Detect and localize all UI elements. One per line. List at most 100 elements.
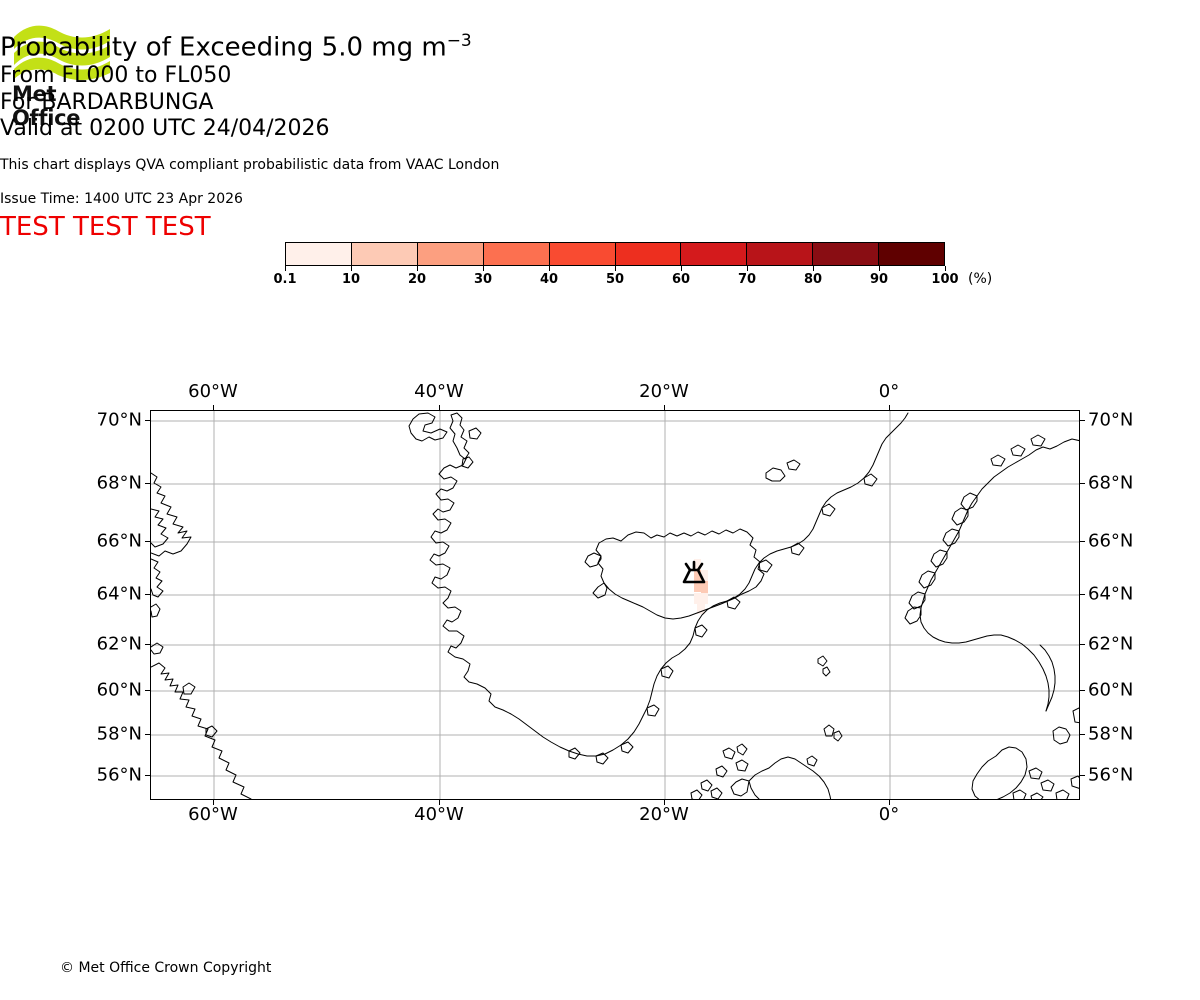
volcano-marker-icon [682, 560, 706, 584]
colorbar-band-4 [548, 243, 615, 265]
colorbar-tick [879, 266, 880, 271]
colorbar-band-8 [812, 243, 879, 265]
lat-tick-mark [1080, 541, 1085, 542]
colorbar-tick-label: 60 [671, 272, 691, 287]
lon-tick-label-top: 40°W [414, 381, 464, 402]
colorbar-tick [945, 266, 946, 271]
colorbar-tick-label: 70 [737, 272, 757, 287]
lat-tick-mark [1080, 775, 1085, 776]
lon-tick-mark [664, 405, 665, 410]
lat-tick-mark [145, 734, 150, 735]
lat-tick-label-left: 70°N [96, 409, 142, 431]
colorbar-units-label: (%) [968, 271, 993, 287]
lat-tick-mark [145, 690, 150, 691]
colorbar-tick-label: 40 [539, 272, 559, 287]
lat-tick-mark [145, 483, 150, 484]
colorbar-tick [549, 266, 550, 271]
flight-level-subtitle: From FL000 to FL050 [0, 63, 232, 88]
lat-tick-label-left: 62°N [96, 633, 142, 655]
colorbar-tick [417, 266, 418, 271]
ash-probability-cells [694, 559, 708, 614]
colorbar-tick [285, 266, 286, 271]
lat-tick-label-left: 60°N [96, 679, 142, 701]
lat-tick-label-left: 66°N [96, 530, 142, 552]
logo-waves-icon [14, 25, 110, 81]
lon-tick-label-bottom: 20°W [639, 804, 689, 825]
lat-tick-label-right: 60°N [1088, 679, 1134, 701]
colorbar-band-3 [482, 243, 549, 265]
lat-tick-mark [145, 594, 150, 595]
lat-tick-label-right: 58°N [1088, 723, 1134, 745]
lon-tick-label-top: 0° [878, 381, 900, 402]
colorbar-tick-label: 80 [803, 272, 823, 287]
colorbar-band-5 [614, 243, 681, 265]
lat-tick-mark [145, 541, 150, 542]
lon-tick-label-bottom: 40°W [414, 804, 464, 825]
lon-tick-label-bottom: 60°W [188, 804, 238, 825]
lon-tick-mark [439, 800, 440, 805]
met-office-logo: Met Office [12, 20, 112, 130]
colorbar-tick [747, 266, 748, 271]
colorbar-tick [813, 266, 814, 271]
lon-tick-label-top: 20°W [639, 381, 689, 402]
lat-tick-mark [1080, 690, 1085, 691]
lon-tick-mark [439, 405, 440, 410]
lat-tick-mark [1080, 644, 1085, 645]
valid-time-subtitle: Valid at 0200 UTC 24/04/2026 [0, 116, 330, 141]
lat-tick-mark [1080, 483, 1085, 484]
lat-tick-label-right: 66°N [1088, 530, 1134, 552]
copyright-notice: © Met Office Crown Copyright [60, 960, 272, 976]
lat-tick-mark [1080, 594, 1085, 595]
colorbar-tick [615, 266, 616, 271]
map-graphics [151, 411, 1079, 799]
qva-note: This chart displays QVA compliant probab… [0, 157, 500, 173]
page-title-exponent: −3 [446, 31, 472, 51]
colorbar-band-6 [680, 243, 747, 265]
test-banner: TEST TEST TEST [0, 212, 211, 242]
lat-tick-mark [145, 420, 150, 421]
colorbar-tick-label: 0.1 [273, 272, 297, 287]
lon-tick-mark [213, 405, 214, 410]
lon-tick-mark [889, 405, 890, 410]
lat-tick-mark [1080, 420, 1085, 421]
lon-tick-label-top: 60°W [188, 381, 238, 402]
lat-tick-label-left: 58°N [96, 723, 142, 745]
colorbar-band-9 [878, 243, 945, 265]
page-title-text: Probability of Exceeding 5.0 mg m [0, 32, 447, 63]
colorbar-tick-label: 100 [931, 272, 959, 287]
logo-text: Met Office [12, 82, 81, 130]
map-plot-area [150, 410, 1080, 800]
lat-tick-label-right: 70°N [1088, 409, 1134, 431]
issue-time: Issue Time: 1400 UTC 23 Apr 2026 [0, 191, 243, 207]
probability-colorbar: 0.1 10 20 30 40 50 60 70 80 90 100 [273, 242, 959, 287]
colorbar-band-0 [286, 243, 351, 265]
lon-tick-mark [889, 800, 890, 805]
colorbar-tick [483, 266, 484, 271]
colorbar-tick-label: 50 [605, 272, 625, 287]
lat-tick-label-left: 68°N [96, 472, 142, 494]
lon-tick-label-bottom: 0° [878, 804, 900, 825]
lat-tick-mark [145, 644, 150, 645]
colorbar-band-2 [416, 243, 483, 265]
lat-tick-label-left: 64°N [96, 583, 142, 605]
colorbar-tick-label: 90 [869, 272, 889, 287]
lon-tick-mark [664, 800, 665, 805]
colorbar-bands [285, 242, 945, 266]
lat-tick-mark [1080, 734, 1085, 735]
colorbar-tick [681, 266, 682, 271]
colorbar-tick-label: 20 [407, 272, 427, 287]
lon-tick-mark [213, 800, 214, 805]
lat-tick-label-right: 56°N [1088, 764, 1134, 786]
lat-tick-mark [145, 775, 150, 776]
colorbar-tick-label: 30 [473, 272, 493, 287]
colorbar-band-7 [746, 243, 813, 265]
lat-tick-label-right: 64°N [1088, 583, 1134, 605]
volcano-name-subtitle: For BARDARBUNGA [0, 90, 214, 115]
lat-tick-label-right: 68°N [1088, 472, 1134, 494]
map-gridlines [151, 411, 1079, 799]
lat-tick-label-left: 56°N [96, 764, 142, 786]
colorbar-tick-label: 10 [341, 272, 361, 287]
colorbar-tick [351, 266, 352, 271]
lat-tick-label-right: 62°N [1088, 633, 1134, 655]
colorbar-band-1 [350, 243, 417, 265]
